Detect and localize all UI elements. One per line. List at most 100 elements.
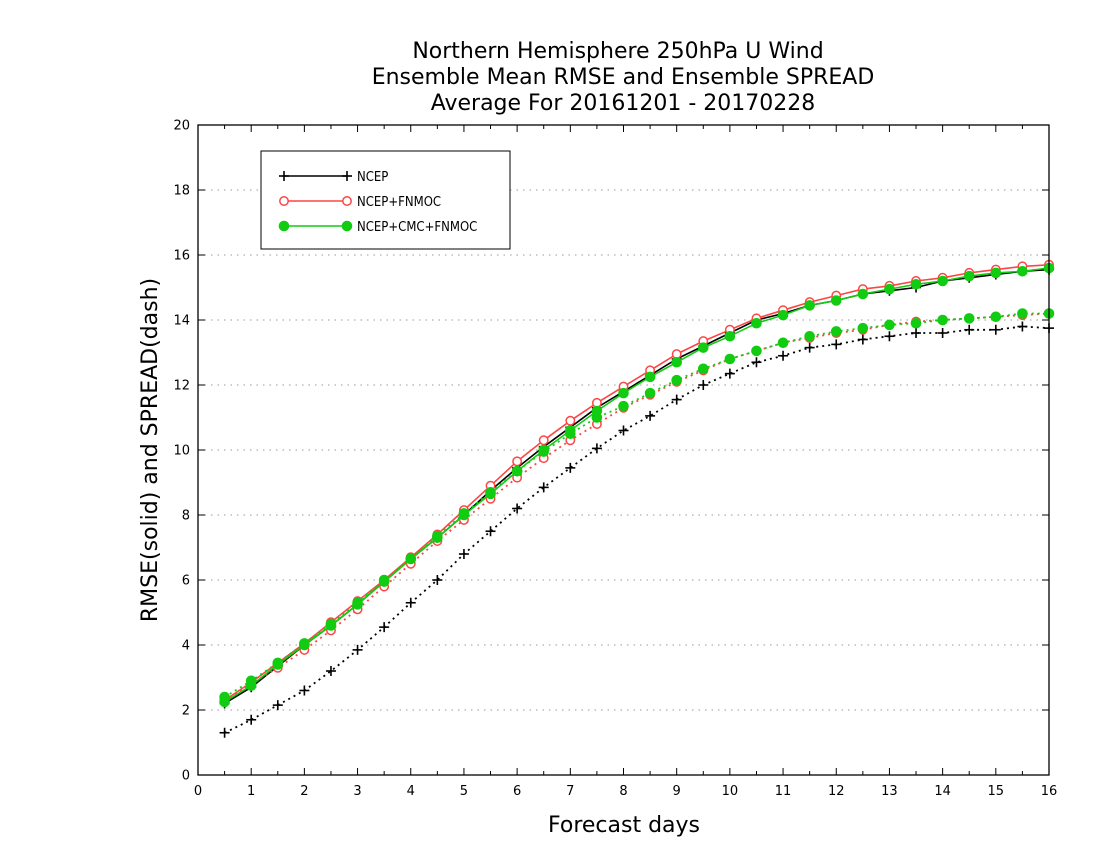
chart-title-line-3: Average For 20161201 - 20170228 (431, 91, 816, 116)
series-ncep (219, 264, 1054, 738)
ncep-spread-line (224, 325, 1050, 734)
ncep-cmc-fnmoc-rmse-point (272, 659, 284, 670)
ncep-spread-point (831, 339, 842, 350)
x-tick-label: 14 (934, 784, 951, 799)
legend-label: NCEP (357, 170, 388, 185)
ncep-spread-point (379, 622, 390, 633)
ncep-cmc-fnmoc-rmse-point (458, 509, 470, 521)
ncep-cmc-fnmoc-rmse-point (219, 696, 230, 708)
ncep-cmc-fnmoc-spread-point (937, 314, 948, 326)
ncep-cmc-fnmoc-rmse-point (937, 275, 948, 287)
ncep-fnmoc-rmse-point (538, 435, 549, 446)
ncep-spread-point (937, 328, 948, 338)
ncep-cmc-fnmoc-rmse-point (644, 371, 656, 383)
ncep-cmc-fnmoc-spread-point (884, 319, 895, 331)
legend-box (260, 150, 511, 250)
ncep-cmc-fnmoc-spread-point (697, 363, 709, 375)
ncep-cmc-fnmoc-spread-point (751, 345, 762, 357)
ncep-spread-point (1017, 321, 1028, 332)
legend-label: NCEP+CMC+FNMOC (357, 220, 477, 235)
ncep-cmc-fnmoc-spread-point (857, 322, 869, 334)
ncep-spread-point (964, 324, 975, 335)
ncep-cmc-fnmoc-spread-point (804, 330, 815, 342)
ncep-spread-point (219, 727, 230, 738)
legend-swatch-marker (279, 196, 289, 206)
series-ncep-cmc-fnmoc (219, 262, 1055, 708)
ncep-cmc-fnmoc-rmse-point (697, 342, 709, 353)
x-tick-label: 5 (460, 784, 468, 799)
ncep-cmc-fnmoc-rmse-point (884, 283, 895, 295)
legend-entry-ncep-cmc-fnmoc: NCEP+CMC+FNMOC (278, 220, 477, 235)
ncep-cmc-fnmoc-rmse-point (245, 680, 257, 691)
ncep-cmc-fnmoc-rmse-point (591, 405, 603, 417)
ncep-cmc-fnmoc-rmse-point (1017, 265, 1028, 277)
ncep-spread-point (565, 462, 576, 473)
series-layer (219, 259, 1055, 738)
ncep-spread-point (645, 410, 656, 421)
ncep-cmc-fnmoc-rmse-point (352, 599, 363, 610)
ncep-cmc-fnmoc-rmse-point (724, 330, 736, 342)
y-axis-title: RMSE(solid) and SPREAD(dash) (138, 278, 163, 622)
ncep-spread-point (804, 342, 815, 353)
legend-entry-ncep-fnmoc: NCEP+FNMOC (279, 195, 441, 210)
legend-swatch-marker (341, 220, 353, 232)
ncep-cmc-fnmoc-spread-line (224, 312, 1049, 698)
legend-swatch-marker (278, 220, 290, 232)
ncep-fnmoc-rmse-point (512, 456, 523, 467)
y-tick-label: 4 (182, 639, 190, 654)
x-axis-title: Forecast days (548, 813, 700, 838)
series-ncep-fnmoc (219, 259, 1054, 706)
ncep-cmc-fnmoc-spread-point (990, 311, 1002, 323)
ncep-cmc-fnmoc-rmse-point (511, 465, 523, 477)
ncep-spread-point (485, 526, 496, 537)
ncep-spread-point (272, 700, 283, 711)
legend: NCEP NCEP+FNMOC NCEP+CMC+FNMOC (260, 150, 511, 250)
ncep-rmse-line (224, 268, 1050, 705)
x-tick-label: 2 (300, 784, 308, 799)
ncep-spread-point (246, 714, 257, 725)
x-tick-label: 8 (619, 784, 627, 799)
y-tick-label: 2 (182, 704, 190, 719)
y-tick-label: 18 (173, 184, 190, 199)
x-tick-label: 4 (407, 784, 415, 799)
ncep-spread-point (751, 357, 762, 368)
ncep-cmc-fnmoc-rmse-point (777, 309, 789, 321)
ncep-spread-point (778, 350, 789, 361)
ncep-cmc-fnmoc-rmse-point (618, 387, 629, 399)
ncep-cmc-fnmoc-spread-point (671, 374, 682, 386)
y-tick-label: 20 (173, 119, 190, 134)
legend-label: NCEP+FNMOC (357, 195, 441, 210)
x-tick-label: 13 (881, 784, 898, 799)
legend-entry-ncep: NCEP (279, 170, 388, 185)
ncep-cmc-fnmoc-rmse-point (538, 444, 550, 456)
x-tick-label: 3 (353, 784, 361, 799)
ncep-cmc-fnmoc-rmse-point (671, 356, 682, 368)
ncep-cmc-fnmoc-spread-point (963, 313, 975, 324)
ncep-cmc-fnmoc-rmse-point (830, 295, 842, 306)
chart-title: Northern Hemisphere 250hPa U Wind Ensemb… (372, 39, 875, 116)
ncep-cmc-fnmoc-rmse-point (910, 278, 922, 290)
ncep-spread-point (352, 644, 363, 655)
ncep-spread-point (857, 334, 868, 345)
ncep-cmc-fnmoc-rmse-point (804, 300, 815, 311)
ncep-cmc-fnmoc-spread-point (830, 326, 842, 337)
y-tick-label: 8 (182, 509, 190, 524)
x-tick-label: 10 (722, 784, 739, 799)
x-tick-label: 16 (1041, 784, 1058, 799)
ncep-fnmoc-rmse-line (224, 264, 1050, 701)
ncep-cmc-fnmoc-rmse-line (224, 267, 1050, 703)
legend-swatch-marker (279, 171, 289, 181)
ncep-spread-point (990, 324, 1001, 335)
x-tick-label: 0 (194, 784, 202, 799)
ncep-cmc-fnmoc-rmse-point (485, 488, 496, 500)
ncep-cmc-fnmoc-rmse-point (857, 288, 869, 300)
ncep-spread-point (911, 328, 922, 338)
chart-title-line-1: Northern Hemisphere 250hPa U Wind (412, 39, 823, 64)
ncep-cmc-fnmoc-rmse-point (751, 317, 762, 329)
ncep-cmc-fnmoc-rmse-point (405, 553, 417, 565)
ncep-spread-point (432, 575, 443, 585)
ncep-cmc-fnmoc-rmse-point (325, 620, 337, 631)
x-tick-label: 9 (673, 784, 681, 799)
x-tick-label: 7 (566, 784, 574, 799)
